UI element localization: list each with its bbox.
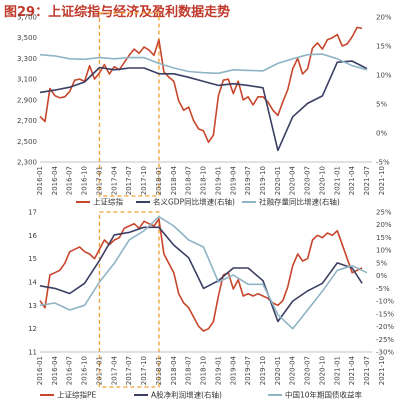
x-tick-label: 2020-04 [289,165,297,195]
x-tick-label: 2020-01 [274,166,282,195]
y-right-tick-label: 5% [376,101,387,109]
x-tick-label: 2017-07 [125,166,133,195]
x-tick-label: 2019-07 [244,356,252,385]
series-line-3 [39,53,368,75]
x-tick-label: 2021-04 [348,355,356,385]
x-tick-label: 2016-10 [81,166,89,195]
y-right-tick-label: 20% [376,221,392,229]
x-tick-label: 2017-07 [125,356,133,385]
y-right-tick-label: 20% [376,14,392,22]
y-left-tick-label: 11 [28,349,37,357]
x-tick-label: 2018-07 [185,166,193,195]
legend-label: 中国10年期国债收益率 [285,390,363,400]
y-right-tick-label: -5% [376,285,390,293]
y-left-tick-label: 13 [28,302,37,310]
y-left-tick-label: 2,500 [17,138,37,146]
y-right-tick-label: -15% [376,310,394,318]
series-line-3 [39,215,368,330]
y-left-tick-label: 2,700 [17,117,37,125]
y-right-tick-label: 10% [376,72,392,80]
x-tick-label: 2020-01 [274,356,282,385]
x-tick-label: 2017-10 [140,356,148,385]
x-tick-label: 2018-10 [200,356,208,385]
x-tick-label: 2020-10 [318,356,326,385]
series-line-2 [39,60,368,152]
x-tick-label: 2021-01 [333,166,341,195]
y-left-tick-label: 12 [28,325,37,333]
y-left-tick-label: 3,300 [17,55,37,63]
y-right-tick-label: 0% [376,272,387,280]
legend-label: 名义GDP同比增速(右轴) [153,197,235,207]
x-tick-label: 2020-07 [304,166,312,195]
x-tick-label: 2017-01 [95,356,103,385]
x-tick-label: 2020-04 [289,355,297,385]
y-right-tick-label: -10% [376,298,394,306]
x-tick-label: 2016-07 [66,166,74,195]
legend-label: A股净利润增速(右轴) [151,390,222,400]
y-right-tick-label: 10% [376,247,392,255]
x-tick-label: 2020-10 [318,166,326,195]
y-left-tick-label: 14 [28,279,37,287]
x-tick-label: 2019-04 [229,165,237,195]
y-left-tick-label: 3,700 [17,14,37,22]
series-line-2 [39,226,363,323]
x-tick-label: 2020-07 [304,356,312,385]
x-tick-label: 2019-10 [259,166,267,195]
x-tick-label: 2019-01 [214,356,222,385]
x-tick-label: 2021-10 [378,166,386,195]
x-tick-label: 2019-04 [229,355,237,385]
x-tick-label: 2019-01 [214,166,222,195]
x-tick-label: 2021-10 [378,356,386,385]
y-left-tick-label: 2,900 [17,96,37,104]
y-left-tick-label: 3,100 [17,76,37,84]
y-right-tick-label: 25% [376,209,392,217]
y-right-tick-label: 0% [376,130,387,138]
x-tick-label: 2017-01 [95,166,103,195]
series-line-1 [39,26,363,144]
y-right-tick-label: -20% [376,323,394,331]
x-tick-label: 2017-04 [110,165,118,195]
x-tick-label: 2018-01 [155,166,163,195]
highlight-box [98,12,160,197]
x-tick-label: 2021-01 [333,356,341,385]
x-tick-label: 2018-01 [155,356,163,385]
series-line-1 [39,218,363,332]
y-left-tick-label: 16 [28,232,37,240]
x-tick-label: 2016-04 [51,355,59,385]
y-right-tick-label: 15% [376,234,392,242]
x-tick-label: 2016-07 [66,356,74,385]
x-tick-label: 2016-01 [36,356,44,385]
y-right-tick-label: -25% [376,336,394,344]
y-right-tick-label: -30% [376,349,394,357]
legend-label: 上证综指PE [57,390,97,400]
x-tick-label: 2018-04 [170,165,178,195]
y-right-tick-label: -5% [376,159,390,167]
x-tick-label: 2019-07 [244,166,252,195]
legend-label: 社融存量同比增速(右轴) [259,197,340,207]
x-tick-label: 2021-07 [363,356,371,385]
x-tick-label: 2021-04 [348,165,356,195]
y-right-tick-label: 15% [376,43,392,51]
y-right-tick-label: 5% [376,259,387,267]
y-left-tick-label: 15 [28,255,37,263]
x-tick-label: 2016-10 [81,356,89,385]
x-tick-label: 2019-10 [259,356,267,385]
x-tick-label: 2017-04 [110,355,118,385]
x-tick-label: 2018-10 [200,166,208,195]
legend-label: 上证综指 [93,197,123,207]
x-tick-label: 2018-07 [185,356,193,385]
highlight-box [98,211,160,388]
y-left-tick-label: 17 [28,209,37,217]
y-left-tick-label: 3,500 [17,34,37,42]
x-tick-label: 2017-10 [140,166,148,195]
x-tick-label: 2016-04 [51,165,59,195]
x-tick-label: 2018-04 [170,355,178,385]
x-tick-label: 2016-01 [36,166,44,195]
chart-top: 2,300 2,500 2,700 2,900 3,100 3,300 3,500 3,700… [17,12,392,207]
y-left-tick-label: 2,300 [17,159,37,167]
x-tick-label: 2021-07 [363,166,371,195]
